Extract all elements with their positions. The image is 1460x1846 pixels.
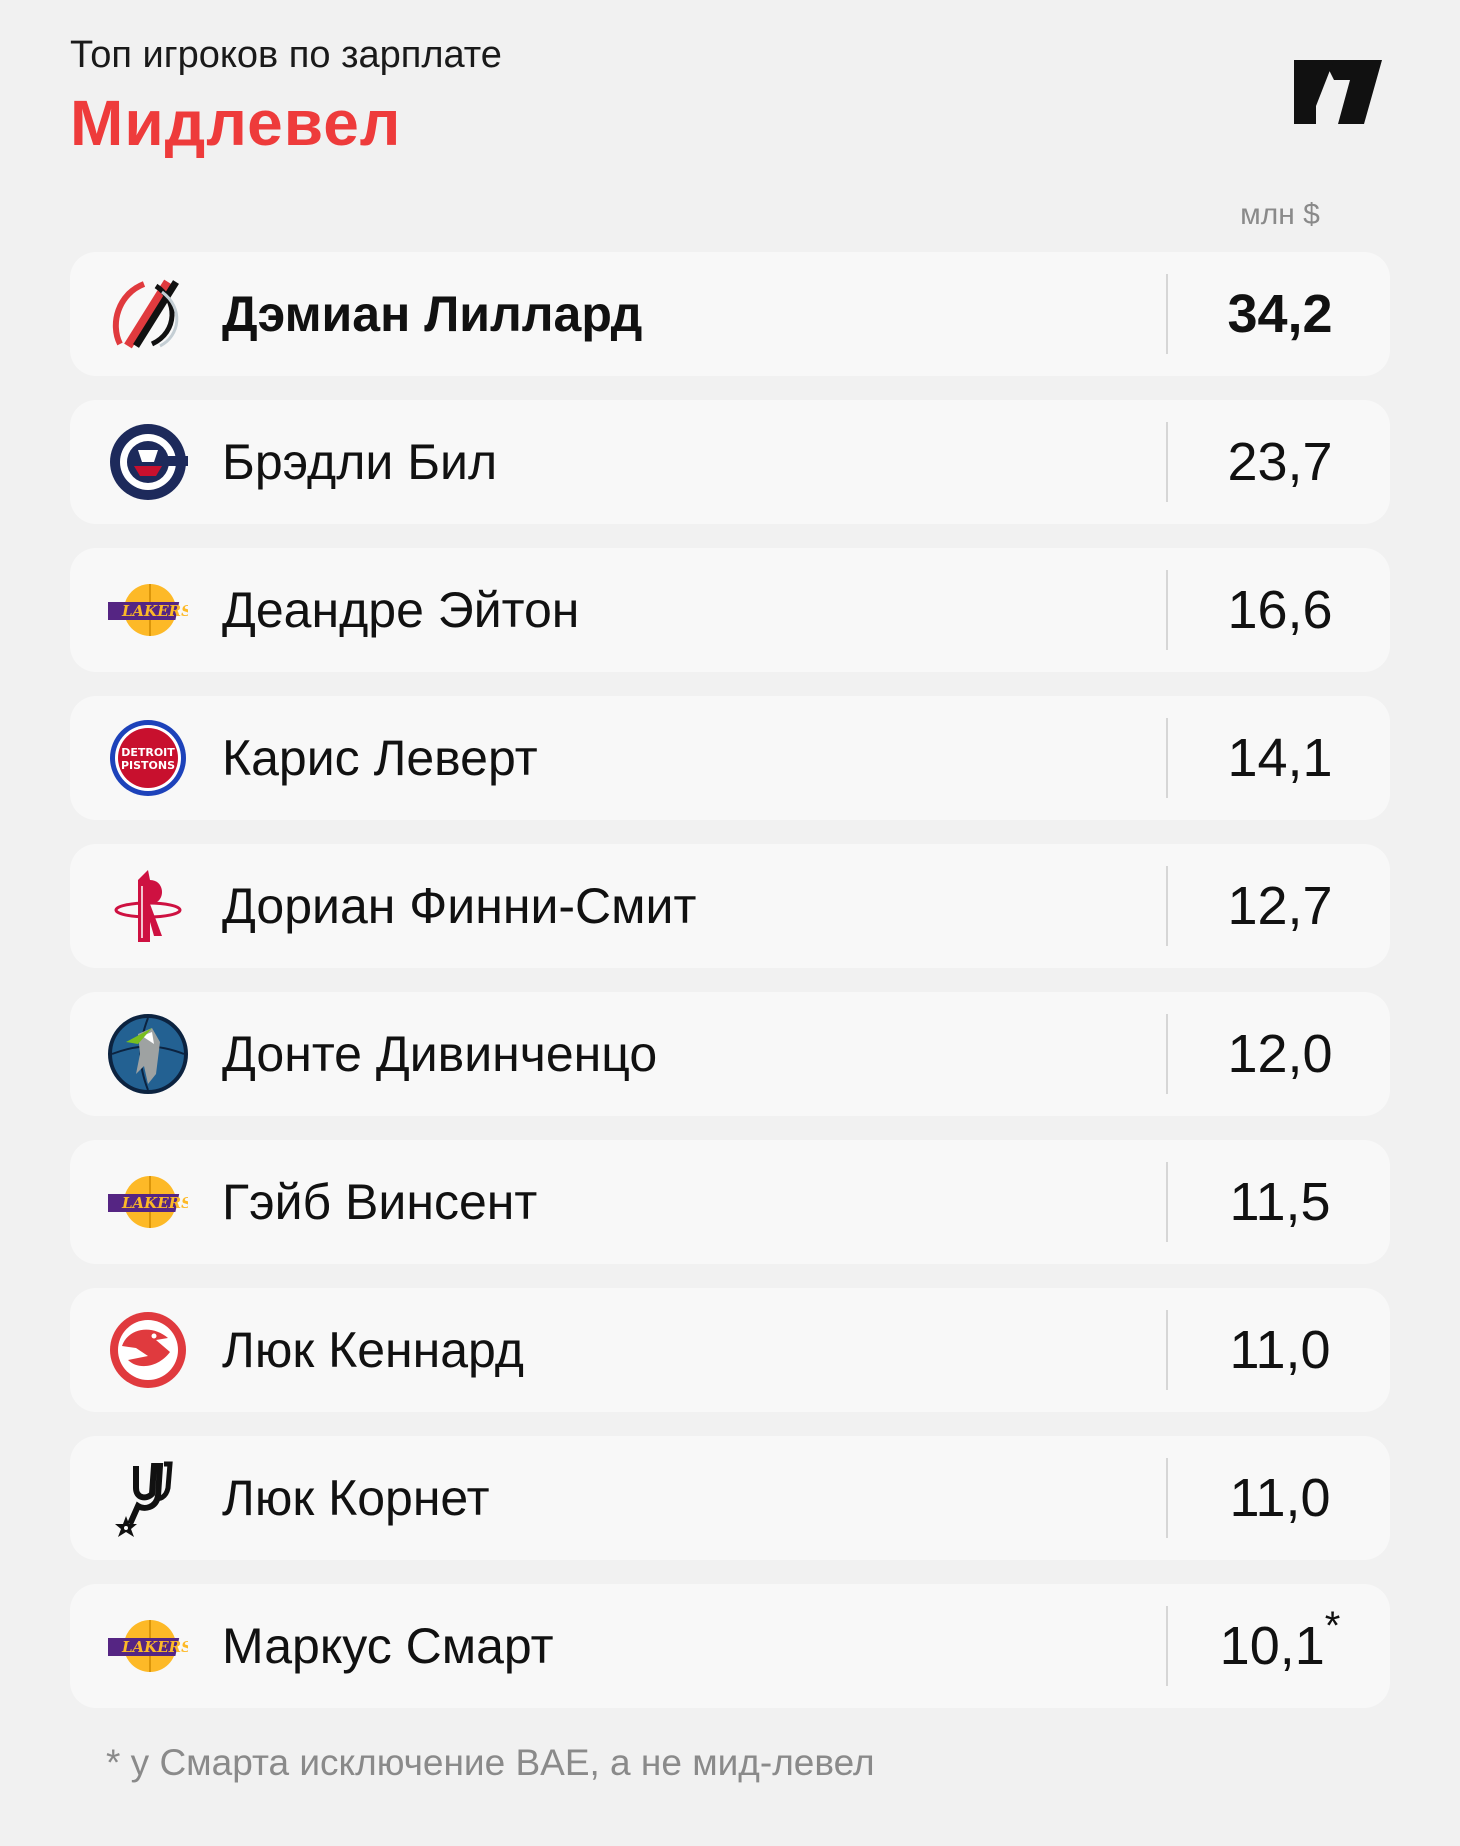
- list-item: DETROIT PISTONS Карис Леверт 14,1: [70, 696, 1390, 820]
- list-item: Брэдли Бил 23,7: [70, 400, 1390, 524]
- salary-value: 34,2: [1227, 284, 1333, 344]
- list-item: LAKERS Деандре Эйтон 16,6: [70, 548, 1390, 672]
- salary-value: 11,0: [1229, 1468, 1331, 1528]
- unit-label: млн $: [1240, 198, 1320, 231]
- list-item: LAKERS Маркус Смарт 10,1*: [70, 1584, 1390, 1708]
- timberwolves-logo-icon: [108, 1014, 188, 1094]
- footnote: * у Смарта исключение BAE, а не мид-леве…: [106, 1742, 875, 1783]
- rockets-logo-icon: [108, 866, 188, 946]
- pistons-logo-icon: DETROIT PISTONS: [108, 718, 188, 798]
- player-name: Карис Леверт: [222, 730, 538, 786]
- divider: [1166, 1458, 1168, 1538]
- divider: [1166, 274, 1168, 354]
- divider: [1166, 1014, 1168, 1094]
- list-item: Дориан Финни-Смит 12,7: [70, 844, 1390, 968]
- salary-value: 10,1*: [1219, 1604, 1341, 1676]
- footnote-mark: *: [1324, 1604, 1341, 1648]
- blazers-logo-icon: [108, 274, 188, 354]
- player-name: Люк Корнет: [222, 1470, 490, 1526]
- divider: [1166, 1606, 1168, 1686]
- player-name: Донте Дивинченцо: [222, 1026, 658, 1082]
- list-item: Люк Корнет 11,0: [70, 1436, 1390, 1560]
- player-name: Брэдли Бил: [222, 434, 498, 490]
- player-name: Дориан Финни-Смит: [222, 878, 697, 934]
- player-name: Люк Кеннард: [222, 1322, 524, 1378]
- list-item: Люк Кеннард 11,0: [70, 1288, 1390, 1412]
- salary-list: Дэмиан Лиллард 34,2 Брэдли Бил 23,7 LAK: [70, 252, 1390, 1732]
- svg-text:LAKERS: LAKERS: [121, 1194, 188, 1212]
- salary-value: 12,7: [1227, 876, 1333, 936]
- hawks-logo-icon: [108, 1310, 188, 1390]
- clippers-logo-icon: [108, 422, 188, 502]
- divider: [1166, 1310, 1168, 1390]
- lakers-logo-icon: LAKERS: [108, 1606, 188, 1686]
- svg-text:PISTONS: PISTONS: [121, 759, 175, 772]
- salary-value: 23,7: [1227, 432, 1333, 492]
- divider: [1166, 866, 1168, 946]
- divider: [1166, 718, 1168, 798]
- spurs-logo-icon: [108, 1458, 188, 1538]
- page-subtitle: Топ игроков по зарплате: [70, 34, 502, 76]
- divider: [1166, 422, 1168, 502]
- svg-text:LAKERS: LAKERS: [121, 1638, 188, 1656]
- brand-logo-icon: [1294, 60, 1382, 124]
- salary-value: 11,0: [1229, 1320, 1331, 1380]
- lakers-logo-icon: LAKERS: [108, 570, 188, 650]
- player-name: Деандре Эйтон: [222, 582, 580, 638]
- salary-value: 11,5: [1229, 1172, 1331, 1232]
- page-title: Мидлевел: [70, 87, 402, 159]
- lakers-logo-icon: LAKERS: [108, 1162, 188, 1242]
- list-item: Донте Дивинченцо 12,0: [70, 992, 1390, 1116]
- player-name: Маркус Смарт: [222, 1618, 554, 1674]
- salary-value: 12,0: [1227, 1024, 1333, 1084]
- player-name: Дэмиан Лиллард: [222, 286, 643, 342]
- list-item: LAKERS Гэйб Винсент 11,5: [70, 1140, 1390, 1264]
- svg-text:DETROIT: DETROIT: [121, 746, 175, 759]
- list-item: Дэмиан Лиллард 34,2: [70, 252, 1390, 376]
- divider: [1166, 1162, 1168, 1242]
- player-name: Гэйб Винсент: [222, 1174, 538, 1230]
- svg-text:LAKERS: LAKERS: [121, 602, 188, 620]
- salary-value: 16,6: [1227, 580, 1333, 640]
- divider: [1166, 570, 1168, 650]
- salary-value: 14,1: [1227, 728, 1333, 788]
